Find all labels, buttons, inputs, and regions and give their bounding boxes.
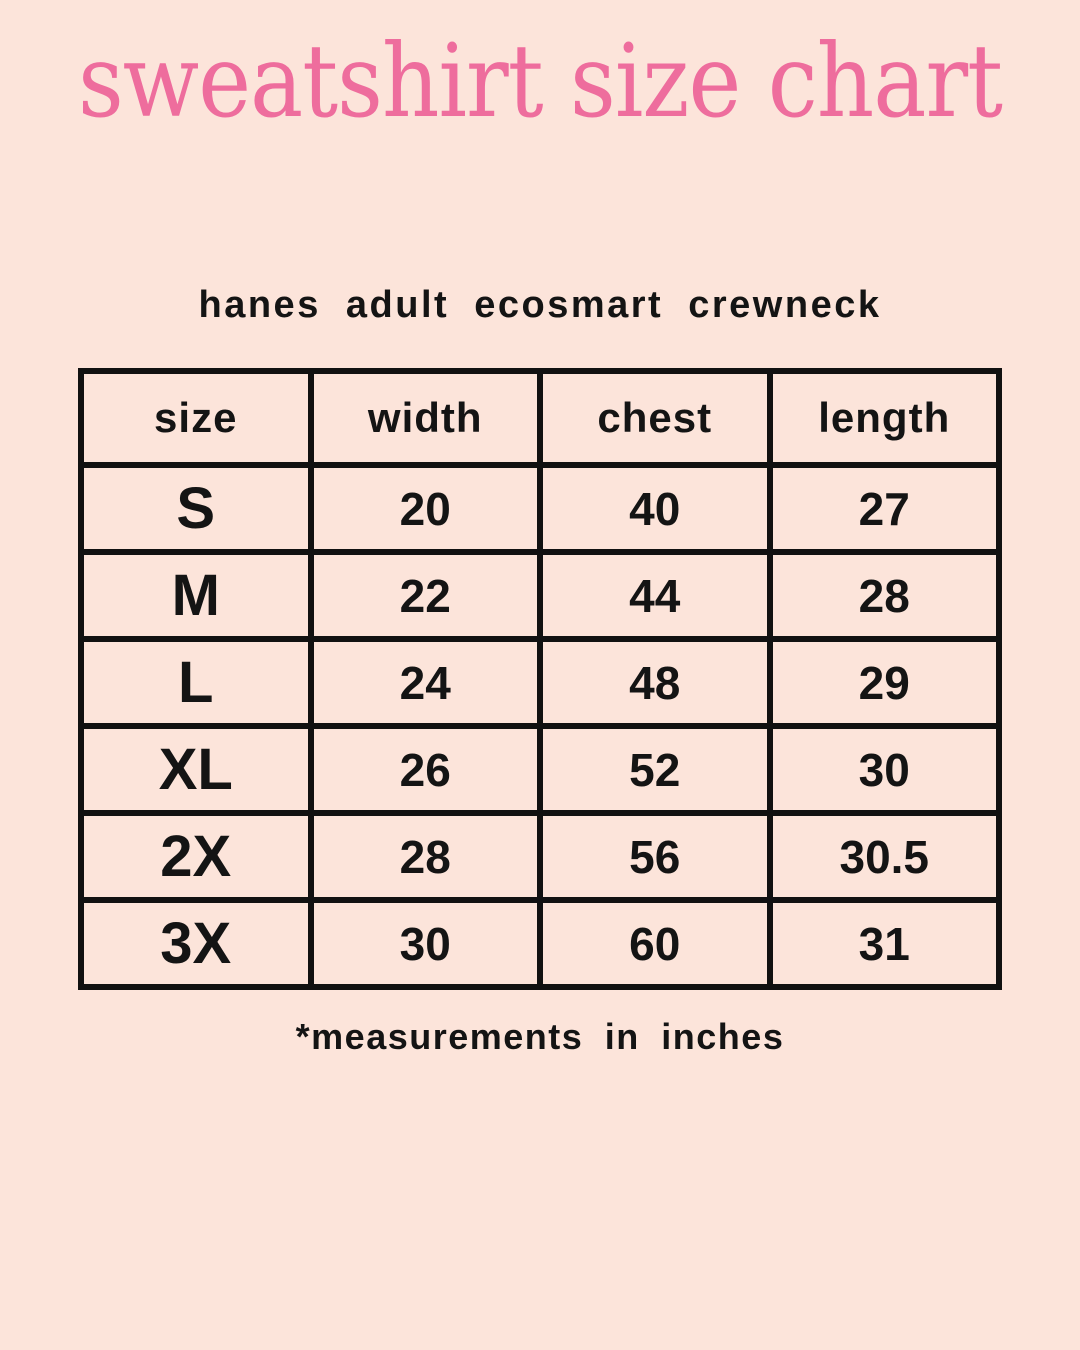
header-row: size width chest length — [78, 368, 1002, 468]
width-cell: 26 — [307, 723, 543, 816]
size-cell: S — [78, 462, 314, 555]
table-body: S 20 40 27 M 22 44 28 L 24 48 29 XL 26 5… — [78, 462, 1002, 990]
length-cell: 29 — [766, 636, 1002, 729]
chest-cell: 52 — [537, 723, 773, 816]
column-header-length: length — [766, 368, 1002, 468]
chest-cell: 60 — [537, 897, 773, 990]
length-cell: 30 — [766, 723, 1002, 816]
width-cell: 20 — [307, 462, 543, 555]
column-header-size: size — [78, 368, 314, 468]
table-row: M 22 44 28 — [78, 549, 1002, 642]
table-row: XL 26 52 30 — [78, 723, 1002, 816]
length-cell: 27 — [766, 462, 1002, 555]
measurements-footnote: *measurements in inches — [295, 1016, 785, 1057]
column-header-width: width — [307, 368, 543, 468]
size-cell: L — [78, 636, 314, 729]
length-cell: 31 — [766, 897, 1002, 990]
width-cell: 22 — [307, 549, 543, 642]
chest-cell: 44 — [537, 549, 773, 642]
chest-cell: 40 — [537, 462, 773, 555]
width-cell: 24 — [307, 636, 543, 729]
length-cell: 28 — [766, 549, 1002, 642]
size-cell: 2X — [78, 810, 314, 903]
table-row: S 20 40 27 — [78, 462, 1002, 555]
table-row: L 24 48 29 — [78, 636, 1002, 729]
size-cell: M — [78, 549, 314, 642]
size-cell: 3X — [78, 897, 314, 990]
chest-cell: 48 — [537, 636, 773, 729]
width-cell: 28 — [307, 810, 543, 903]
table-row: 2X 28 56 30.5 — [78, 810, 1002, 903]
size-chart-table: size width chest length S 20 40 27 M 22 … — [78, 368, 1002, 990]
length-cell: 30.5 — [766, 810, 1002, 903]
chest-cell: 56 — [537, 810, 773, 903]
page-title: sweatshirt size chart — [77, 22, 1003, 141]
table-header: size width chest length — [78, 368, 1002, 468]
size-cell: XL — [78, 723, 314, 816]
column-header-chest: chest — [537, 368, 773, 468]
page-subtitle: hanes adult ecosmart crewneck — [198, 284, 882, 326]
table-row: 3X 30 60 31 — [78, 897, 1002, 990]
width-cell: 30 — [307, 897, 543, 990]
